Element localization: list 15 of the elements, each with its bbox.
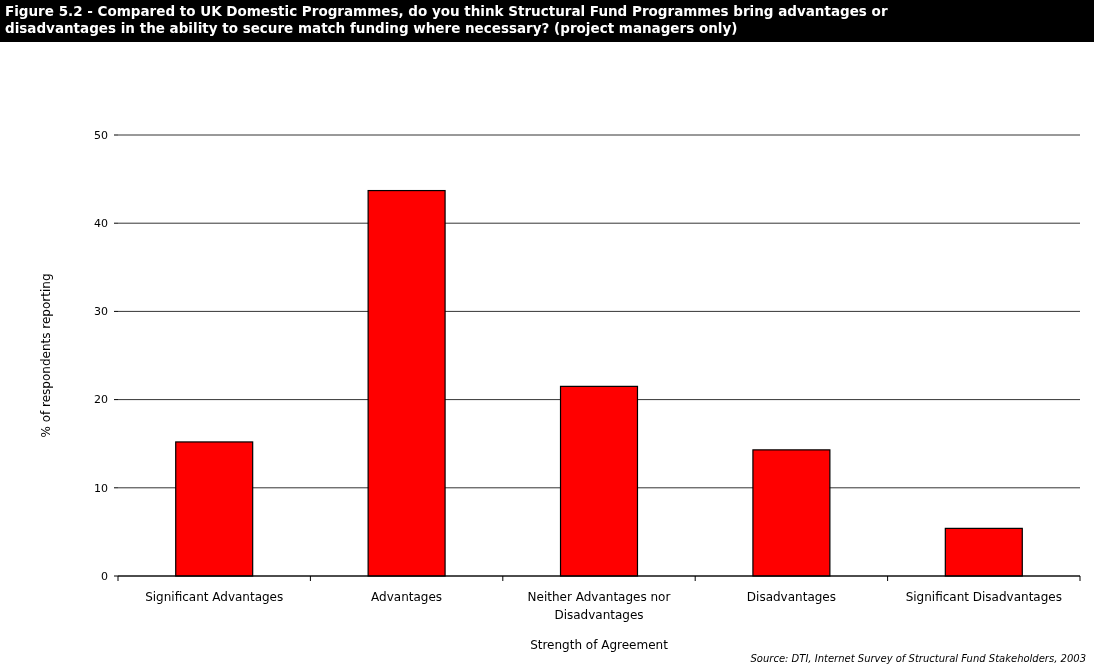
x-tick-label: Significant Disadvantages xyxy=(905,590,1062,604)
y-axis-title: % of respondents reporting xyxy=(39,273,53,438)
source-note: Source: DTI, Internet Survey of Structural Fund Stakeholders, 2003 xyxy=(750,653,1086,664)
chart-title: Figure 5.2 - Compared to UK Domestic Programmes, do you think Structural Fund Programmes bring advantages or disadvantages in the ability to secure match funding where necessary? (project managers only) xyxy=(5,3,888,36)
y-tick-label: 20 xyxy=(94,393,108,407)
y-tick-label: 50 xyxy=(94,128,108,142)
y-tick-label: 40 xyxy=(94,217,108,231)
y-tick-label: 30 xyxy=(94,305,108,319)
y-tick-label: 10 xyxy=(94,481,108,495)
x-axis-title: Strength of Agreement xyxy=(530,638,669,652)
x-tick-label: Significant Advantages xyxy=(145,590,284,604)
x-tick-label: Disadvantages xyxy=(746,590,836,604)
x-tick-label: Neither Advantages nor Disadvantages xyxy=(527,590,671,622)
y-tick-label: 0 xyxy=(101,569,108,583)
x-tick-label: Advantages xyxy=(371,590,443,604)
